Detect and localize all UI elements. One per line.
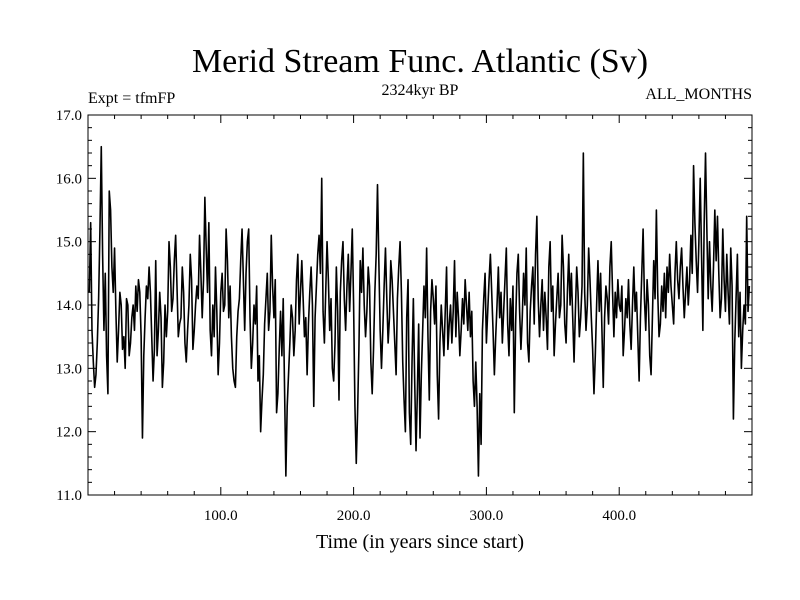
y-tick-label: 15.0 [56, 235, 82, 251]
months-label: ALL_MONTHS [645, 86, 752, 103]
y-tick-label: 13.0 [56, 361, 82, 377]
x-tick-label: 100.0 [204, 508, 238, 524]
x-tick-label: 300.0 [470, 508, 504, 524]
y-tick-label: 14.0 [56, 298, 82, 314]
experiment-label: Expt = tfmFP [88, 90, 175, 107]
x-axis-label: Time (in years since start) [316, 531, 524, 553]
y-axis: 11.0 12.0 13.0 14.0 15.0 16.0 17.0 [56, 108, 752, 504]
y-tick-label: 11.0 [56, 488, 82, 504]
x-axis: 100.0 200.0 300.0 400.0 [114, 115, 726, 524]
y-tick-label: 17.0 [56, 108, 82, 124]
y-tick-label: 12.0 [56, 425, 82, 441]
chart-title: Merid Stream Func. Atlantic (Sv) [192, 43, 648, 80]
x-tick-label: 200.0 [337, 508, 371, 524]
chart-subtitle: 2324kyr BP [382, 82, 459, 99]
series-line [88, 145, 751, 477]
y-tick-label: 16.0 [56, 171, 82, 187]
x-tick-label: 400.0 [602, 508, 636, 524]
series-layer [88, 145, 751, 477]
